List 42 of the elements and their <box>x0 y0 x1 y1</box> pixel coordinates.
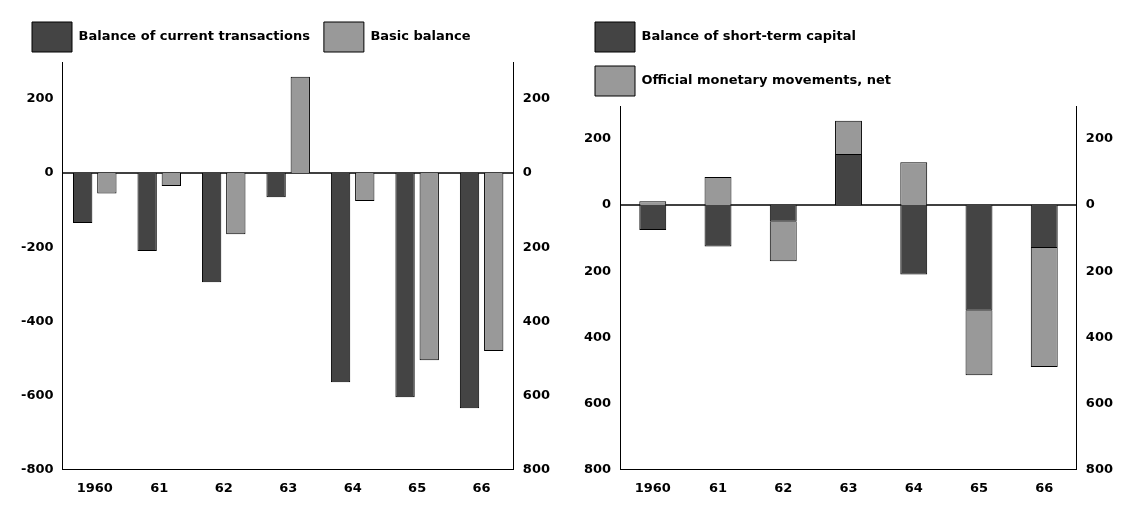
x-tick-label: 66 <box>472 479 491 495</box>
x-tick-label: 1960 <box>76 479 113 495</box>
y2-tick-label: 400 <box>1085 328 1113 344</box>
y-tick-label: 200 <box>584 262 612 278</box>
x-tick-label: 63 <box>279 479 298 495</box>
y2-tick-label: 600 <box>1085 394 1113 410</box>
x-tick-label: 63 <box>839 479 858 495</box>
y-tick-label: -600 <box>20 386 54 402</box>
y2-tick-label: 600 <box>522 386 550 402</box>
x-tick-label: 65 <box>969 479 989 495</box>
x-tick-label: 64 <box>904 479 923 495</box>
legend-label: Balance of current transactions <box>78 28 311 44</box>
x-tick-label: 66 <box>1035 479 1054 495</box>
y-tick-label: 0 <box>44 164 54 180</box>
x-tick-label: 1960 <box>634 479 671 495</box>
x-tick-label: 62 <box>774 479 793 495</box>
y2-tick-label: 200 <box>522 90 550 106</box>
y-tick-label: 0 <box>602 196 612 212</box>
x-tick-label: 61 <box>708 479 728 495</box>
legend-label: Balance of short-term capital <box>641 28 856 44</box>
y2-tick-label: 0 <box>1085 196 1095 212</box>
legend-label: Official monetary movements, net <box>641 72 892 88</box>
y2-tick-label: 200 <box>522 238 550 254</box>
y-tick-label: 200 <box>26 90 54 106</box>
y-tick-label: -800 <box>20 460 54 476</box>
x-tick-label: 62 <box>214 479 233 495</box>
y-tick-label: 800 <box>584 460 612 476</box>
x-tick-label: 65 <box>408 479 427 495</box>
y-tick-label: -400 <box>20 312 54 328</box>
y-tick-label: 400 <box>584 328 612 344</box>
y2-tick-label: 800 <box>1085 460 1113 476</box>
x-tick-label: 64 <box>343 479 362 495</box>
y2-tick-label: 200 <box>1085 262 1113 278</box>
y2-tick-label: 0 <box>522 164 532 180</box>
legend-label: Basic balance <box>370 28 471 44</box>
y-tick-label: 200 <box>584 130 612 146</box>
y-tick-label: -200 <box>20 238 54 254</box>
x-tick-label: 61 <box>150 479 169 495</box>
y2-tick-label: 400 <box>522 312 550 328</box>
y-tick-label: 600 <box>584 394 612 410</box>
y2-tick-label: 800 <box>522 460 550 476</box>
y2-tick-label: 200 <box>1085 130 1113 146</box>
